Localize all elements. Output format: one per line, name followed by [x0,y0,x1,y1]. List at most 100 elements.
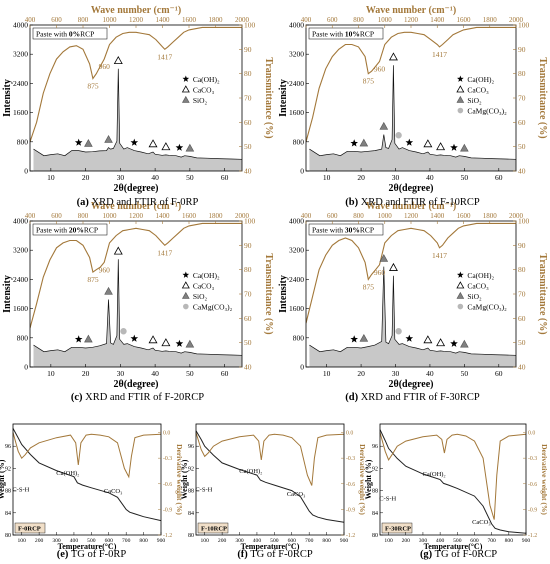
y2-tick-label: 90 [244,241,252,250]
phase-marker-tri-open [388,262,398,271]
sample-label: Paste with 10%RCP [312,30,374,39]
x2-tick-label: 1200 [404,212,419,220]
phase-marker-star [405,334,414,342]
y-tick-label: 0 [24,363,28,372]
x-tick-label: 600 [288,538,297,544]
y2-tick-label: 60 [244,314,252,323]
phase-marker-tri-open [113,246,123,255]
y-tick-label: 3200 [289,246,304,255]
phase-marker-tri-open [113,55,123,64]
x-tick-label: 60 [221,369,229,378]
y-tick-label: 1600 [13,108,28,117]
y2-tick-label: 70 [518,94,526,103]
x2-tick-label: 800 [78,212,89,220]
x2-tick-label: 600 [327,212,338,220]
x2-tick-label: 1200 [129,212,144,220]
legend-marker-tri-gray [181,95,190,103]
x-tick-label: 40 [426,369,434,378]
legend-marker-tri-open [181,85,190,93]
x2-tick-label: 1600 [457,16,472,24]
x-axis-label: 2θ(degree) [388,379,433,390]
x2-tick-label: 1800 [209,212,224,220]
legend-marker-tri-gray [181,291,190,299]
phase-marker-tri-gray [379,254,389,262]
x2-tick-label: 1200 [404,16,419,24]
y2-tick-label: 80 [518,69,526,78]
plot-frame [195,423,345,536]
legend-marker-star [457,75,464,82]
y2-tick-label: -0.9 [163,507,172,513]
y-axis-label: Weight (%) [364,459,373,499]
x2-tick-label: 1400 [430,212,445,220]
xrd-fill [33,259,242,367]
y2-tick-label: -0.3 [163,456,172,462]
ftir-peak-label: 875 [87,275,99,284]
y-tick-label: 80 [372,533,378,539]
x2-tick-label: 1000 [378,16,393,24]
sample-label: Paste with 0%RCP [36,30,94,39]
xrd-line [33,68,242,160]
y2-tick-label: 60 [244,118,252,127]
phase-marker-star [130,334,139,342]
phase-marker-tri-open [161,338,171,347]
ftir-peak-label: 960 [99,62,111,71]
x2-tick-label: 1000 [103,212,118,220]
x-tick-label: 30 [117,369,125,378]
y-tick-label: 1600 [289,108,304,117]
sample-tag [381,522,413,534]
xrd-fill [309,65,516,171]
y2-tick-label: 100 [244,217,256,226]
y-tick-label: 96 [372,444,378,450]
y-tick-label: 2400 [289,275,304,284]
plot-frame [12,423,162,536]
ftir-peak-label: 960 [374,65,386,74]
y-tick-label: 84 [188,511,194,517]
x2-tick-label: 2000 [509,212,524,220]
y-axis-label: Weight (%) [180,459,189,499]
y-tick-label: 0 [300,363,304,372]
x2-tick-label: 1400 [430,16,445,24]
y-tick-label: 88 [188,489,194,495]
x2-tick-label: 1800 [483,212,498,220]
xrd-fill [33,68,242,171]
peak-annotation: C-S-H [379,496,396,503]
x-tick-label: 20 [357,173,365,182]
legend-marker-circle [457,107,464,114]
sample-box [32,27,108,40]
phase-marker-circle [120,328,127,335]
x2-tick-label: 1400 [156,212,171,220]
peak-annotation: C-S-H [12,487,29,494]
caption-e: (e) TG of F-0RP [56,549,127,560]
legend-marker-tri-open [181,281,190,289]
x-tick-label: 400 [70,538,79,544]
y2-tick-label: -1.2 [346,533,355,539]
y-tick-label: 2400 [13,275,28,284]
y-tick-label: 96 [5,444,11,450]
y2-tick-label: 50 [518,142,526,151]
ftir-peak-label: 960 [374,268,386,277]
y2-tick-label: 40 [244,363,252,372]
y2-tick-label: 100 [244,21,256,30]
x2-tick-label: 1600 [182,16,197,24]
x-tick-label: 60 [495,369,503,378]
caption-d: (d) XRD and FTIR of F-30RCP [345,392,480,403]
x2-tick-label: 800 [353,16,364,24]
x-tick-label: 10 [323,173,331,182]
peak-annotation: C-S-H [195,487,212,494]
y-tick-label: 800 [17,137,29,146]
x-tick-label: 700 [305,538,314,544]
tg-line [379,429,527,534]
legend-label: SiO₂ [467,96,482,105]
y2-tick-label: 40 [244,167,252,176]
sample-tag [14,522,46,534]
y2-tick-label: -1.2 [528,533,537,539]
x-tick-label: 200 [35,538,44,544]
x2-axis-label: Wave number (cm⁻¹) [366,5,456,16]
legend-label: Ca(OH)₂ [467,271,494,280]
y-tick-label: 88 [5,489,11,495]
x-tick-label: 50 [186,369,194,378]
y2-axis-label: Derivative weight (%) [358,444,367,515]
